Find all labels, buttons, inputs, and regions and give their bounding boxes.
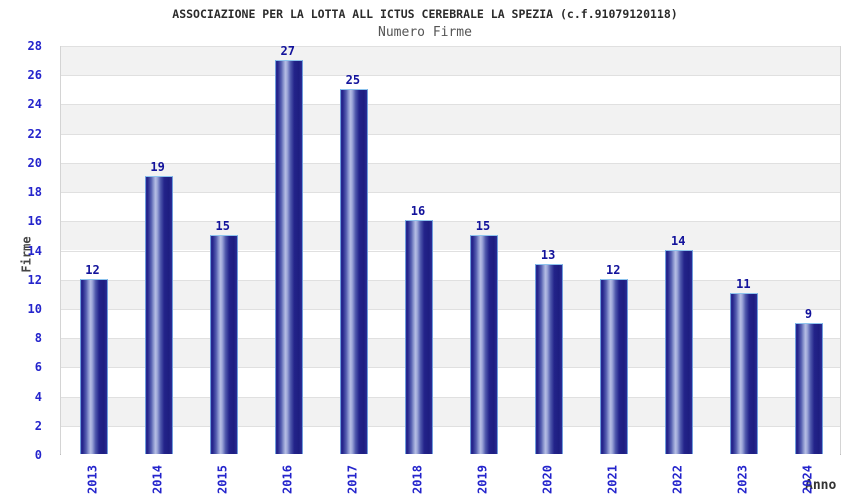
value-label-2017: 25 (345, 72, 361, 87)
value-label-2015: 15 (215, 218, 230, 233)
x-tick-label-2018: 2018 (410, 465, 425, 494)
y-tick-label-8: 8 (34, 331, 42, 346)
bar-2017 (339, 88, 368, 454)
value-label-2013: 12 (85, 262, 100, 277)
chart-title: ASSOCIAZIONE PER LA LOTTA ALL ICTUS CERE… (172, 7, 678, 21)
y-tick-label-26: 26 (27, 68, 42, 83)
gridline-y-28 (61, 46, 840, 47)
gridline-y-16 (61, 221, 840, 223)
plot-area (60, 46, 841, 455)
value-label-2022: 14 (671, 233, 686, 248)
grid-band (61, 367, 840, 397)
bar-2013 (79, 278, 108, 454)
grid-band (61, 279, 840, 309)
gridline-y-22 (61, 133, 840, 135)
x-tick-label-2023: 2023 (735, 465, 750, 494)
bar-2014 (144, 176, 173, 454)
grid-band (61, 162, 840, 193)
grid-band (61, 308, 840, 339)
y-tick-label-22: 22 (27, 126, 42, 141)
value-label-2024: 9 (804, 306, 813, 321)
y-tick-label-6: 6 (34, 360, 42, 375)
value-label-2020: 13 (540, 248, 556, 263)
x-tick-label-2024: 2024 (800, 465, 815, 494)
x-tick-label-2017: 2017 (345, 465, 360, 494)
x-tick-label-2015: 2015 (215, 465, 230, 494)
grid-band (61, 46, 840, 76)
y-tick-label-18: 18 (27, 185, 42, 200)
x-tick-label-2016: 2016 (280, 465, 295, 494)
y-tick-label-16: 16 (27, 214, 42, 229)
grid-band (61, 75, 840, 105)
y-tick-label-0: 0 (34, 448, 42, 462)
x-tick-label-2013: 2013 (85, 465, 100, 494)
bar-2023 (730, 293, 759, 454)
x-tick-label-2021: 2021 (605, 465, 620, 494)
y-tick-label-14: 14 (27, 243, 42, 258)
gridline-y-24 (61, 104, 840, 106)
bar-2016 (274, 59, 303, 454)
gridline-y-18 (61, 192, 840, 194)
grid-band (61, 192, 840, 222)
grid-band (61, 104, 840, 134)
y-tick-label-12: 12 (27, 272, 42, 287)
value-label-2018: 16 (410, 204, 426, 219)
x-tick-label-2019: 2019 (475, 465, 490, 494)
gridline-y-4 (61, 396, 840, 398)
bar-2015 (209, 234, 238, 454)
x-tick-label-2014: 2014 (150, 465, 165, 494)
grid-band (61, 425, 840, 455)
y-tick-label-4: 4 (34, 389, 42, 404)
x-tick-label-2022: 2022 (670, 465, 685, 494)
gridline-y-14 (61, 250, 840, 252)
gridline-y-8 (61, 338, 840, 340)
bar-2022 (665, 249, 694, 454)
y-tick-label-24: 24 (27, 97, 42, 112)
bar-2021 (600, 278, 629, 454)
y-tick-label-20: 20 (27, 155, 42, 170)
bar-2018 (404, 220, 433, 454)
x-axis-title: Anno (805, 478, 837, 493)
y-tick-label-10: 10 (27, 301, 42, 316)
value-label-2023: 11 (736, 277, 751, 292)
gridline-y-10 (61, 308, 840, 310)
bar-2020 (535, 264, 564, 454)
x-tick-label-2020: 2020 (540, 465, 555, 494)
gridline-y-20 (61, 162, 840, 164)
chart-subtitle: Numero Firme (378, 25, 472, 40)
grid-band (61, 338, 840, 368)
gridline-y-6 (61, 367, 840, 369)
y-tick-label-28: 28 (27, 39, 42, 53)
value-label-2019: 15 (475, 218, 491, 233)
grid-band (61, 221, 840, 251)
value-label-2016: 27 (280, 43, 295, 58)
grid-band (61, 250, 840, 280)
grid-band (61, 396, 840, 426)
y-tick-label-2: 2 (34, 418, 42, 433)
bar-2019 (470, 234, 499, 454)
gridline-y-12 (61, 279, 840, 281)
grid-band (61, 133, 840, 163)
gridline-y-26 (61, 75, 840, 77)
gridline-y-2 (61, 425, 840, 427)
bar-2024 (795, 322, 824, 454)
value-label-2021: 12 (605, 262, 621, 277)
value-label-2014: 19 (150, 160, 165, 175)
